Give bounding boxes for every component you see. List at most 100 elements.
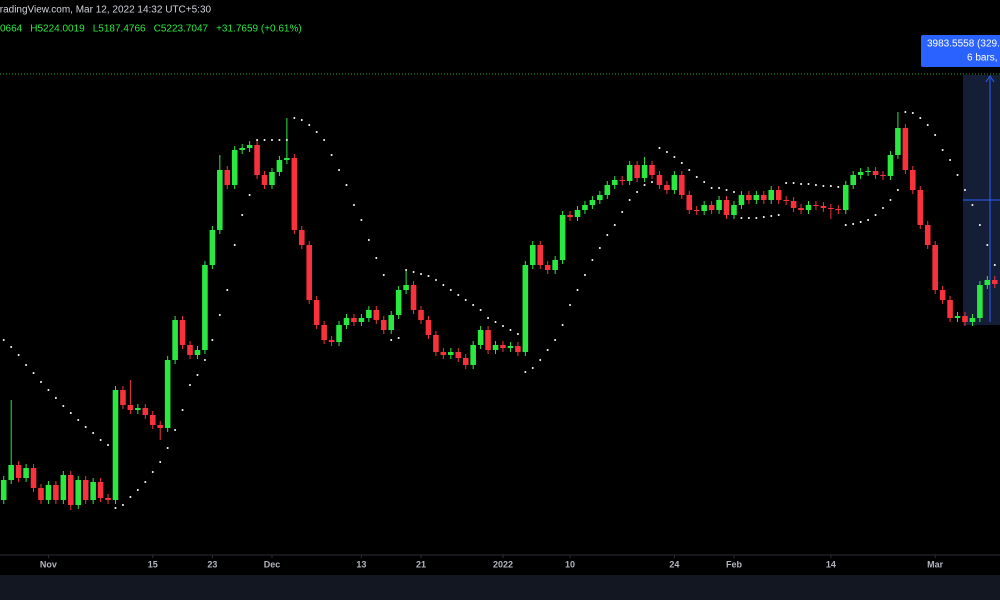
sar-dot [181, 409, 184, 411]
sar-dot [367, 239, 370, 241]
sar-dot [673, 156, 676, 158]
sar-dot [107, 444, 110, 446]
candle-body [693, 210, 700, 211]
sar-dot [2, 339, 5, 341]
measure-arrow [985, 75, 995, 83]
candle-body [455, 352, 462, 358]
sar-dot [531, 367, 534, 369]
candle-body [500, 345, 506, 348]
sar-dot [278, 139, 281, 141]
candle-body [60, 475, 67, 500]
candle-body [261, 175, 268, 185]
candle-body [515, 346, 521, 352]
candle-body [649, 165, 655, 175]
candle-body [775, 190, 782, 200]
candle-body [269, 172, 275, 185]
sar-dot [665, 151, 668, 153]
sar-dot [569, 304, 572, 306]
candle-body [433, 335, 439, 352]
sar-dot [427, 275, 430, 277]
sar-dot [814, 184, 817, 186]
candle-body [798, 208, 804, 210]
candle-body [112, 390, 119, 500]
candle-body [641, 165, 648, 178]
candle-body [760, 195, 767, 200]
sar-dot [621, 211, 624, 213]
candle-body [105, 498, 111, 500]
candle-body [611, 180, 618, 185]
candle-body [470, 345, 476, 365]
candle-body [97, 482, 104, 498]
sar-dot [829, 185, 832, 187]
sar-dot [69, 412, 72, 414]
ohlc-legend: 0664 H5224.0019 L5187.4766 C5223.7047 +31.76… [0, 24, 302, 35]
sar-dot [420, 273, 423, 275]
candle-body [686, 195, 693, 210]
sar-dot [785, 182, 788, 184]
sar-dot [822, 185, 825, 187]
sar-dot [658, 147, 661, 149]
candle-body [783, 200, 789, 201]
sar-dot [405, 269, 408, 271]
candle-body [522, 265, 529, 352]
candle-body [738, 195, 745, 205]
candle-body [507, 346, 514, 348]
sar-dot [732, 191, 735, 193]
sar-dot [501, 325, 504, 327]
sar-dot [606, 234, 609, 236]
candle-body [880, 175, 886, 176]
sar-dot [494, 321, 497, 323]
sar-dot [270, 139, 273, 141]
candle-body [179, 320, 186, 345]
candle-body [82, 480, 89, 500]
sar-dot [561, 324, 564, 326]
sar-dot [896, 189, 899, 191]
sar-dot [837, 186, 840, 188]
candle-body [813, 205, 819, 206]
ohlc-value: H5224.0019 [30, 24, 85, 35]
candle-body [574, 210, 581, 217]
sar-dot [129, 496, 132, 498]
candle-body [410, 285, 417, 310]
sar-dot [121, 504, 124, 506]
sar-dot [136, 489, 139, 491]
sar-dot [539, 359, 542, 361]
candle-body [306, 245, 313, 300]
sar-dot [859, 221, 862, 223]
candle-body [842, 185, 849, 210]
candle-body [440, 352, 447, 355]
candle-body [246, 145, 253, 148]
candle-body [537, 245, 544, 265]
sar-dot [755, 217, 758, 219]
sar-dot [747, 217, 750, 219]
sar-dot [598, 247, 601, 249]
candle-body [38, 488, 44, 500]
candle-body [395, 290, 402, 315]
candle-body [887, 155, 894, 176]
sar-dot [636, 191, 639, 193]
ohlc-value: C5223.7047 [154, 24, 209, 35]
candle-body [962, 316, 968, 322]
candle-body [358, 318, 365, 322]
candle-body [872, 171, 879, 175]
candle-body [149, 415, 156, 425]
sar-dot [643, 184, 646, 186]
candle-body [954, 316, 961, 318]
sar-dot [233, 244, 236, 246]
candle-body [217, 170, 223, 230]
sar-dot [792, 182, 795, 184]
sar-dot [710, 187, 713, 189]
x-tick-label: Mar [927, 559, 944, 569]
sar-dot [84, 426, 87, 428]
sar-dot [17, 354, 20, 356]
sar-dot [47, 389, 50, 391]
candle-body [321, 325, 327, 340]
x-tick-label: Nov [40, 559, 57, 569]
candle-body [231, 150, 238, 185]
candle-body [15, 465, 22, 478]
candle-body [902, 128, 909, 170]
candle-body [127, 405, 134, 410]
candle-body [373, 310, 380, 320]
